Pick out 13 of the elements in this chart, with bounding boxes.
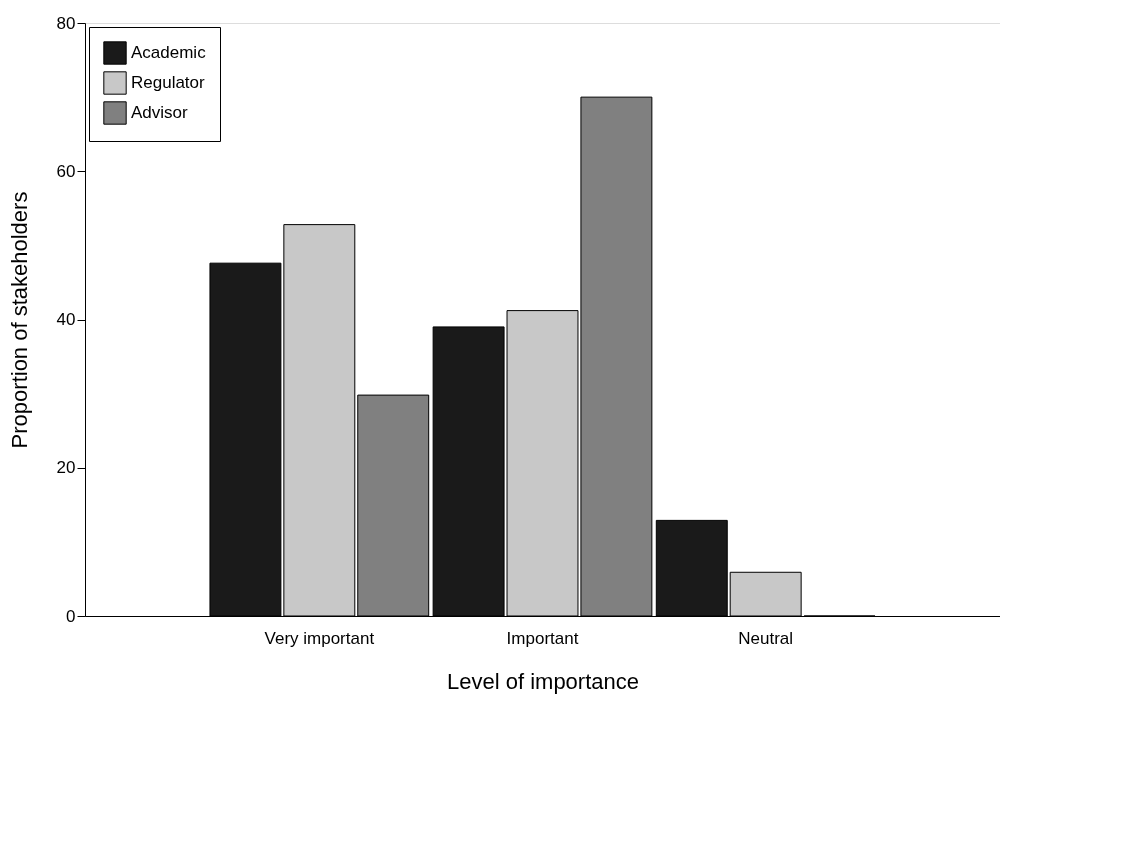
- y-tick-label: 60: [56, 161, 76, 181]
- y-axis-title: Proportion of stakeholders: [6, 191, 32, 449]
- x-tick-label: Very important: [264, 628, 375, 648]
- y-tick-label: 20: [56, 458, 76, 478]
- legend-label: Academic: [131, 43, 207, 62]
- x-tick-label: Neutral: [738, 628, 794, 648]
- y-tick-label: 0: [66, 606, 76, 626]
- legend-label: Regulator: [131, 73, 206, 92]
- x-axis-title: Level of importance: [447, 668, 639, 694]
- x-tick-label: Important: [506, 628, 579, 648]
- y-tick-label: 40: [56, 310, 76, 329]
- y-tick-label: 80: [56, 13, 76, 33]
- legend-label: Advisor: [131, 103, 189, 122]
